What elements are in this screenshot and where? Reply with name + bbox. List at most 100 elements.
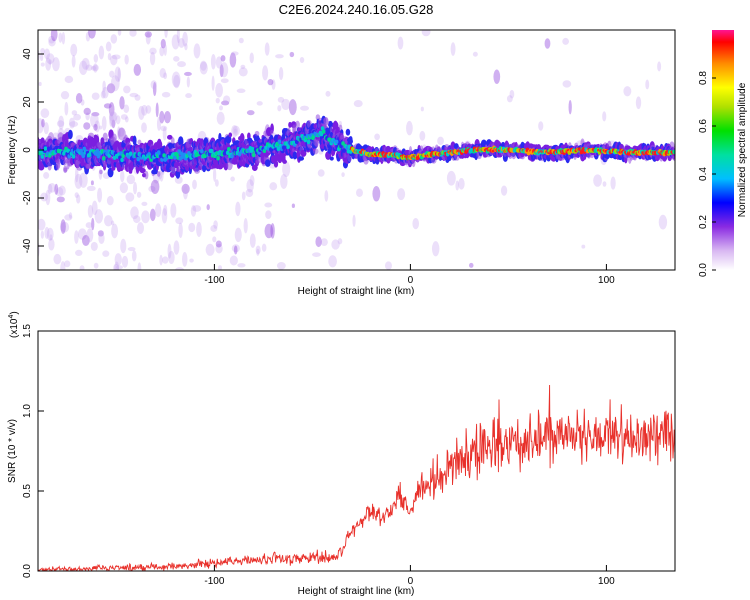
heatmap-cell [79,172,88,188]
heatmap-cell [85,31,91,42]
heatmap-cell [500,185,508,196]
heatmap-cell [229,255,238,266]
heatmap-cell [200,149,204,154]
heatmap-cell [44,226,50,239]
heatmap-cell [110,34,118,44]
heatmap-cell [212,236,217,243]
heatmap-cell [134,94,141,101]
heatmap-cell [178,136,184,146]
heatmap-cell [38,81,42,87]
snr-y-tick-label: 0.5 [22,484,33,498]
colorbar: 0.0 0.2 0.4 0.6 0.8 Normalized spectral ampl… [698,30,748,277]
heatmap-cell [397,188,406,201]
heatmap-cell [74,173,83,189]
heatmap-cell [114,66,122,82]
heatmap-cell [331,239,340,250]
heatmap-cell [101,115,107,131]
heatmap-cell [312,148,319,155]
heatmap-cell [214,179,219,187]
heatmap-cell [121,255,129,268]
heatmap-cell [220,78,229,84]
heatmap-cell [50,30,58,42]
heatmap-cell [117,30,122,36]
heatmap-cell [40,192,48,202]
heatmap-cell [124,116,129,123]
heatmap-cell [60,219,66,234]
heatmap-cell [85,222,93,229]
heatmap-cell [136,156,141,162]
heatmap-cell [52,57,60,72]
heatmap-cell [241,191,246,201]
heatmap-cell [282,161,291,178]
heatmap-cell [107,52,112,61]
heatmap-cell [73,113,82,121]
heatmap-cell [149,47,157,55]
heatmap-cell [113,263,119,270]
heatmap-cell [342,148,346,153]
snr-frame [37,330,676,572]
heatmap-cell [251,152,256,158]
heatmap-cell [317,169,325,177]
heatmap-cell [87,204,94,218]
heatmap-cell [150,179,160,195]
heatmap-cell [374,133,380,141]
heatmap-cell [352,214,356,227]
heatmap-cell [110,220,115,226]
spectrogram-y-tick-label: 0 [22,147,33,153]
heatmap-cell [270,129,274,135]
heatmap-cell [121,153,125,159]
heatmap-cell [234,227,242,243]
heatmap-cell [53,253,62,265]
heatmap-cell [345,128,351,136]
heatmap-cell [275,54,284,59]
heatmap-cell [356,188,363,197]
heatmap-cell [221,100,230,106]
heatmap-cell [320,238,328,247]
heatmap-cell [79,265,85,270]
heatmap-cell [110,75,120,92]
heatmap-cell [150,80,157,90]
heatmap-cell [88,132,94,139]
heatmap-cell [123,104,130,113]
heatmap-cell [288,99,297,116]
heatmap-cell [230,154,234,159]
heatmap-cell [133,181,138,195]
heatmap-cell [63,260,71,268]
heatmap-cell [246,110,255,116]
heatmap-cell [245,188,254,198]
heatmap-cell [190,205,197,217]
spectrogram-y-tick-label: -40 [22,238,33,253]
heatmap-cell [562,37,570,45]
heatmap-cell [299,57,305,64]
heatmap-cell [47,183,53,194]
heatmap-cell [85,112,90,121]
heatmap-cell [70,43,78,57]
heatmap-cell [215,82,223,98]
heatmap-cell [273,160,279,168]
heatmap-cell [450,42,456,56]
heatmap-cell [102,80,106,92]
heatmap-cell [446,170,456,186]
heatmap-cell [506,95,513,103]
heatmap-cell [94,120,100,133]
heatmap-cell [232,125,240,136]
heatmap-cell [120,238,127,254]
spectrogram-y-tick-label: -20 [22,190,33,205]
heatmap-cell [269,182,278,191]
heatmap-cell [162,153,166,158]
heatmap-cell [167,134,173,140]
heatmap-cell [152,81,157,97]
heatmap-cell [163,43,167,56]
heatmap-cell [105,41,112,52]
spectrogram-y-label: Frequency (Hz) [7,116,18,185]
heatmap-cell [184,43,188,51]
heatmap-cell [277,105,282,112]
heatmap-cell [233,245,238,255]
heatmap-cell [325,90,331,97]
heatmap-cell [93,262,99,269]
heatmap-cell [149,51,156,66]
heatmap-cell [102,250,110,257]
heatmap-cell [90,65,97,71]
heatmap-cell [148,185,156,193]
colorbar-ticks: 0.0 0.2 0.4 0.6 0.8 [698,71,716,277]
